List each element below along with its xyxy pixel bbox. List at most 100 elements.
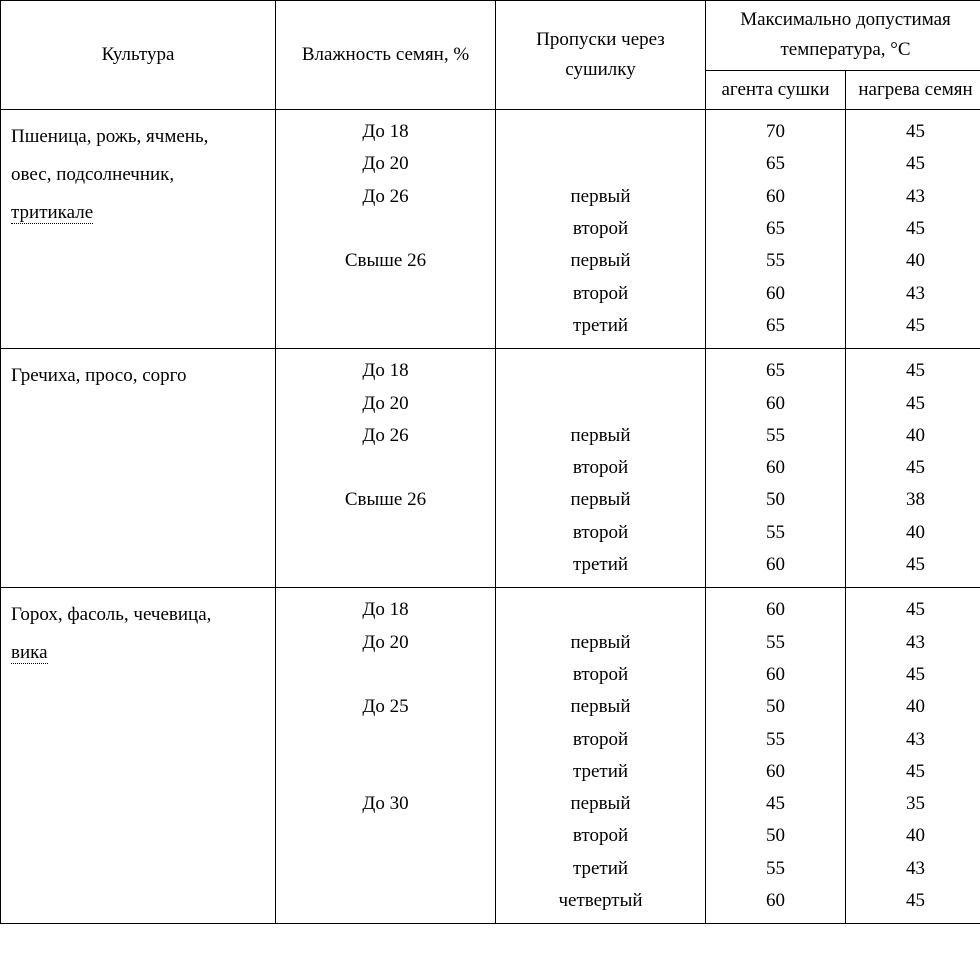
seed-temp-cell: 45454045384045: [846, 349, 980, 588]
cell-line: второй: [500, 452, 701, 484]
cell-line: До 20: [280, 148, 491, 180]
cell-line: 55: [710, 627, 841, 659]
culture-line: вика: [11, 634, 267, 672]
cell-line: первый: [500, 691, 701, 723]
cell-line: 65: [710, 310, 841, 342]
cell-line: первый: [500, 484, 701, 516]
header-temp-seed: нагрева семян: [846, 70, 980, 109]
cell-line: третий: [500, 549, 701, 581]
cell-line: 45: [850, 148, 980, 180]
cell-line: 60: [710, 181, 841, 213]
cell-line: 70: [710, 116, 841, 148]
seed-temp-cell: 45434540434535404345: [846, 588, 980, 924]
cell-line: –: [280, 452, 491, 484]
cell-line: Свыше 26: [280, 484, 491, 516]
cell-line: –: [500, 116, 701, 148]
cell-line: 65: [710, 355, 841, 387]
cell-line: 60: [710, 659, 841, 691]
cell-line: 50: [710, 484, 841, 516]
cell-line: 55: [710, 420, 841, 452]
culture-cell: Пшеница, рожь, ячмень, овес, подсолнечни…: [1, 110, 276, 349]
cell-line: 45: [850, 885, 980, 917]
cell-line: 55: [710, 517, 841, 549]
cell-line: 55: [710, 853, 841, 885]
passes-cell: –первыйвторойпервыйвторойтретийпервыйвто…: [496, 588, 706, 924]
cell-line: второй: [500, 278, 701, 310]
cell-line: До 26: [280, 420, 491, 452]
header-temp-agent: агента сушки: [706, 70, 846, 109]
cell-line: 40: [850, 691, 980, 723]
cell-line: второй: [500, 517, 701, 549]
seed-temp-cell: 45454345404345: [846, 110, 980, 349]
cell-line: 50: [710, 691, 841, 723]
culture-line: Гречиха, просо, сорго: [11, 357, 267, 395]
cell-line: –: [280, 724, 491, 756]
cell-line: 45: [850, 355, 980, 387]
cell-line: 65: [710, 213, 841, 245]
cell-line: 60: [710, 549, 841, 581]
culture-line: тритикале: [11, 194, 267, 232]
agent-temp-cell: 70656065556065: [706, 110, 846, 349]
cell-line: 65: [710, 148, 841, 180]
cell-line: –: [500, 594, 701, 626]
cell-line: До 20: [280, 627, 491, 659]
culture-cell: Горох, фасоль, чечевица, вика: [1, 588, 276, 924]
cell-line: До 18: [280, 355, 491, 387]
cell-line: 43: [850, 853, 980, 885]
cell-line: 45: [850, 756, 980, 788]
cell-line: первый: [500, 420, 701, 452]
cell-line: 60: [710, 278, 841, 310]
cell-line: –: [280, 853, 491, 885]
culture-line: Горох, фасоль, чечевица,: [11, 596, 267, 634]
table-row: Гречиха, просо, сорго До 18До 20До 26–Св…: [1, 349, 980, 588]
cell-line: 60: [710, 594, 841, 626]
cell-line: 40: [850, 517, 980, 549]
table-row: Пшеница, рожь, ячмень, овес, подсолнечни…: [1, 110, 980, 349]
cell-line: 45: [710, 788, 841, 820]
cell-line: второй: [500, 724, 701, 756]
cell-line: Свыше 26: [280, 245, 491, 277]
cell-line: До 30: [280, 788, 491, 820]
cell-line: первый: [500, 788, 701, 820]
cell-line: 60: [710, 388, 841, 420]
culture-dotted: вика: [11, 642, 48, 664]
header-passes: Пропуски через сушилку: [496, 1, 706, 110]
cell-line: первый: [500, 627, 701, 659]
cell-line: –: [280, 549, 491, 581]
culture-dotted: тритикале: [11, 202, 93, 224]
cell-line: –: [280, 756, 491, 788]
cell-line: 40: [850, 420, 980, 452]
header-temp-group: Максимально допустимая температура, °С: [706, 1, 980, 71]
cell-line: 55: [710, 724, 841, 756]
cell-line: До 25: [280, 691, 491, 723]
cell-line: 45: [850, 310, 980, 342]
cell-line: 60: [710, 452, 841, 484]
cell-line: –: [500, 355, 701, 387]
agent-temp-cell: 60556050556045505560: [706, 588, 846, 924]
cell-line: второй: [500, 820, 701, 852]
culture-line: Пшеница, рожь, ячмень,: [11, 118, 267, 156]
cell-line: 60: [710, 885, 841, 917]
cell-line: 45: [850, 213, 980, 245]
passes-cell: ––первыйвторойпервыйвторойтретий: [496, 110, 706, 349]
cell-line: –: [500, 148, 701, 180]
cell-line: 45: [850, 659, 980, 691]
cell-line: 60: [710, 756, 841, 788]
cell-line: До 18: [280, 116, 491, 148]
cell-line: 45: [850, 388, 980, 420]
cell-line: второй: [500, 659, 701, 691]
table-row: Горох, фасоль, чечевица, вика До 18До 20…: [1, 588, 980, 924]
cell-line: первый: [500, 181, 701, 213]
cell-line: –: [280, 885, 491, 917]
cell-line: 50: [710, 820, 841, 852]
cell-line: 45: [850, 116, 980, 148]
drying-params-table: Культура Влажность семян, % Пропуски чер…: [0, 0, 980, 924]
cell-line: –: [280, 278, 491, 310]
cell-line: 45: [850, 594, 980, 626]
cell-line: 40: [850, 820, 980, 852]
cell-line: 43: [850, 627, 980, 659]
cell-line: –: [280, 213, 491, 245]
cell-line: –: [280, 310, 491, 342]
cell-line: 40: [850, 245, 980, 277]
cell-line: –: [280, 517, 491, 549]
